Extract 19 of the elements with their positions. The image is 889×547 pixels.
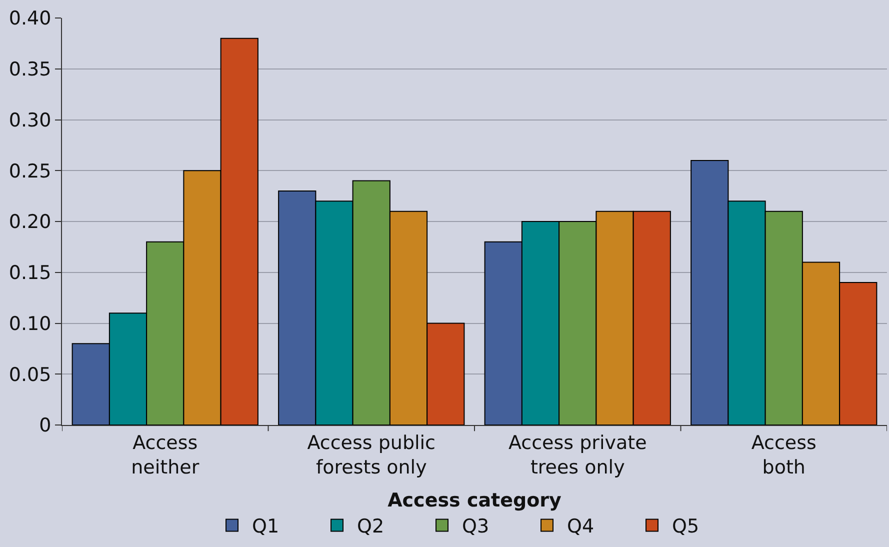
x-tick-label: Access private trees only — [508, 432, 647, 478]
legend-label: Q2 — [357, 516, 384, 538]
y-tick-label: 0.25 — [8, 160, 52, 182]
legend-label: Q4 — [567, 516, 594, 538]
y-tick-label: 0.15 — [8, 262, 52, 284]
y-tick-label: 0.10 — [8, 312, 52, 335]
legend-label: Q1 — [252, 516, 280, 538]
x-tick-label: Access both — [751, 432, 816, 478]
x-tick-label: Access public forests only — [307, 432, 436, 478]
legend-label: Q5 — [672, 516, 700, 538]
y-tick-label: 0.30 — [8, 109, 52, 132]
legend-label: Q3 — [462, 516, 490, 538]
y-tick-label: 0.20 — [8, 211, 52, 234]
x-tick-label: Access neither — [131, 432, 200, 478]
y-tick-label: 0.05 — [8, 364, 52, 386]
y-tick-label: 0.40 — [8, 8, 52, 30]
x-axis-title: Access category — [388, 489, 562, 512]
y-tick-label: 0.35 — [8, 58, 52, 81]
y-tick-label: 0 — [39, 414, 52, 437]
